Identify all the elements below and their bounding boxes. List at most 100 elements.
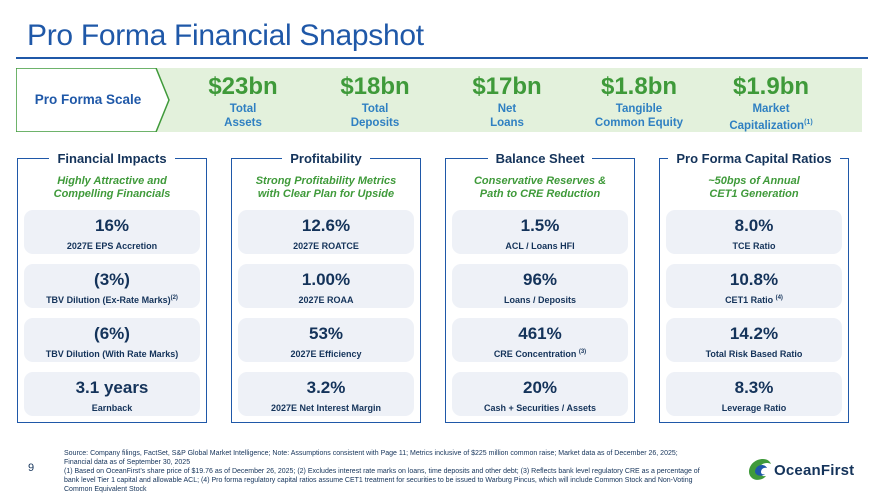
stat-card: (6%) TBV Dilution (With Rate Marks) (24, 318, 200, 362)
stat-value: 461% (518, 324, 562, 343)
stat-card: 14.2% Total Risk Based Ratio (666, 318, 842, 362)
stat-card: 1.5% ACL / Loans HFI (452, 210, 628, 254)
stat-value: 8.3% (734, 378, 774, 397)
panel-subtitle-line2: with Clear Plan for Upside (257, 188, 395, 200)
scale-label-text: Pro Forma Scale (34, 92, 142, 107)
stat-label-text: Leverage Ratio (721, 403, 787, 413)
metric-label-line1: Market (752, 103, 790, 115)
stat-value: 16% (94, 216, 130, 235)
metric-label-line2: Common Equity (594, 117, 684, 129)
stat-value: 20% (522, 378, 558, 397)
metric-total-deposits: $18bn Total Deposits (310, 72, 440, 130)
stat-label-text: 2027E Efficiency (290, 349, 362, 359)
stat-label-text: Loans / Deposits (503, 295, 576, 305)
metric-label-line1: Total (361, 103, 389, 115)
chevron-label-shape (16, 68, 170, 132)
stat-label-text: 2027E ROATCE (293, 241, 359, 251)
stat-card: 12.6% 2027E ROATCE (238, 210, 414, 254)
metric-value: $1.9bn (732, 73, 810, 100)
stat-label: 2027E Net Interest Margin (238, 401, 414, 414)
stat-label-text: Total Risk Based Ratio (705, 349, 803, 359)
stat-label-text: 2027E ROAA (298, 295, 354, 305)
stat-label-text: Cash + Securities / Assets (484, 403, 596, 413)
panel-subtitle-line2: Compelling Financials (53, 188, 171, 200)
stat-card: (3%) TBV Dilution (Ex-Rate Marks)(2) (24, 264, 200, 308)
footnote-ref: (4) (775, 295, 783, 301)
stat-label-text: CRE Concentration (493, 349, 579, 359)
stat-card: 3.1 years Earnback (24, 372, 200, 416)
stat-value: 1.5% (520, 216, 560, 235)
pro-forma-scale-label: Pro Forma Scale (16, 68, 170, 132)
oceanfirst-logo: OceanFirst (746, 456, 868, 484)
panel-title: Profitability (282, 151, 370, 166)
page-title: Pro Forma Financial Snapshot (27, 19, 424, 52)
stat-card: 461% CRE Concentration (3) (452, 318, 628, 362)
panel-subtitle-line1: ~50bps of Annual (708, 175, 800, 187)
panel-title: Pro Forma Capital Ratios (668, 151, 840, 166)
metric-label-text: Capitalization (729, 119, 805, 132)
stat-value: 53% (308, 324, 344, 343)
footnote-ref: (3) (578, 349, 587, 355)
metric-value: $18bn (340, 73, 410, 100)
numbered-notes: (1) Based on OceanFirst’s share price of… (64, 468, 700, 493)
stat-label-text: TBV Dilution (Ex-Rate Marks) (46, 295, 171, 305)
stat-value: 1.00% (301, 270, 351, 289)
panel-subtitle: Conservative Reserves & Path to CRE Redu… (446, 175, 634, 201)
stat-value: 14.2% (729, 324, 779, 343)
stat-card: 1.00% 2027E ROAA (238, 264, 414, 308)
footnote-ref: (2) (170, 295, 178, 301)
stat-value: (3%) (94, 270, 130, 289)
stat-label-text: 2027E Net Interest Margin (270, 403, 382, 413)
title-divider (16, 57, 868, 59)
panel-subtitle: Highly Attractive and Compelling Financi… (18, 175, 206, 201)
page-number: 9 (28, 462, 35, 474)
stat-label-text: 2027E EPS Accretion (66, 241, 158, 251)
panel-subtitle-line2: CET1 Generation (709, 188, 799, 200)
metric-label-line1: Net (497, 103, 517, 115)
panel-subtitle-line2: Path to CRE Reduction (479, 188, 601, 200)
stat-value: 8.0% (734, 216, 774, 235)
metric-label-line1: Total (229, 103, 257, 115)
panel-header: Balance Sheet (446, 150, 634, 168)
panel-header: Financial Impacts (18, 150, 206, 168)
metric-net-loans: $17bn Net Loans (442, 72, 572, 130)
wave-logo-icon (749, 459, 771, 480)
metric-label-line2: Assets (224, 117, 262, 129)
stat-label-text: TBV Dilution (With Rate Marks) (45, 349, 179, 359)
panel-subtitle-line1: Highly Attractive and (57, 175, 167, 187)
stat-value: 12.6% (301, 216, 351, 235)
metric-total-assets: $23bn Total Assets (178, 72, 308, 130)
stat-label-text: ACL / Loans HFI (505, 241, 575, 251)
metric-label-line2: Capitalization(1) (706, 116, 836, 133)
stat-label: Leverage Ratio (666, 401, 842, 414)
metric-label-line2: Deposits (350, 117, 400, 129)
stat-label-text: Earnback (91, 403, 133, 413)
logo-wordmark: OceanFirst (774, 462, 855, 479)
metric-label-line1: Tangible (615, 103, 663, 115)
panel-subtitle-line1: Conservative Reserves & (473, 175, 607, 187)
stat-card: 10.8% CET1 Ratio (4) (666, 264, 842, 308)
stat-label: CET1 Ratio (4) (666, 293, 842, 306)
panel-title: Financial Impacts (49, 151, 175, 166)
panel-subtitle-line1: Strong Profitability Metrics (255, 175, 397, 187)
stat-card: 53% 2027E Efficiency (238, 318, 414, 362)
stat-value: 10.8% (729, 270, 779, 289)
metric-label-line2: Loans (490, 117, 524, 129)
stat-label-text: CET1 Ratio (725, 295, 776, 305)
panel-header: Profitability (232, 150, 420, 168)
stat-value: (6%) (94, 324, 130, 343)
footnote-ref: (1) (804, 119, 813, 126)
stat-label: TCE Ratio (666, 239, 842, 252)
panel-financial-impacts: Financial Impacts Highly Attractive and … (17, 151, 207, 423)
panel-subtitle: Strong Profitability Metrics with Clear … (232, 175, 420, 201)
stat-card: 8.0% TCE Ratio (666, 210, 842, 254)
metric-value: $23bn (208, 73, 278, 100)
stat-label: TBV Dilution (Ex-Rate Marks)(2) (24, 293, 200, 306)
stat-value: 96% (522, 270, 558, 289)
panel-balance-sheet: Balance Sheet Conservative Reserves & Pa… (445, 151, 635, 423)
stat-label: Loans / Deposits (452, 293, 628, 306)
stat-label: ACL / Loans HFI (452, 239, 628, 252)
source-note: Source: Company filings, FactSet, S&P Gl… (64, 450, 678, 466)
stat-label: Total Risk Based Ratio (666, 347, 842, 360)
panel-title: Balance Sheet (487, 151, 593, 166)
